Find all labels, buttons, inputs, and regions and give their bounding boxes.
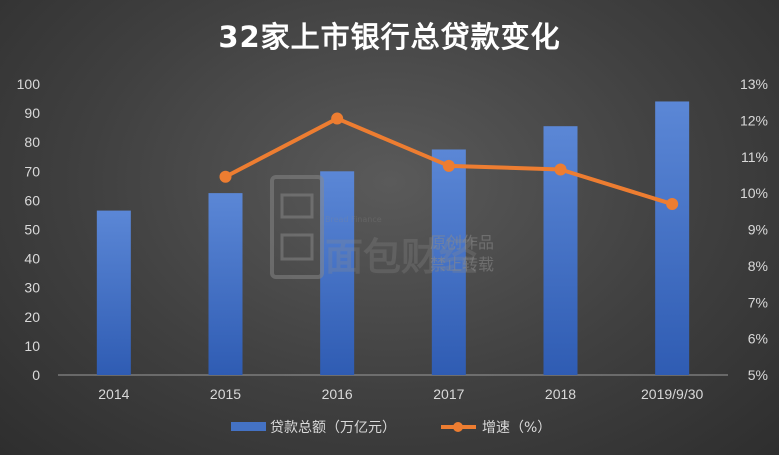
legend-line-label: 增速（%） xyxy=(482,420,551,436)
legend: 贷款总额（万亿元） 增速（%） xyxy=(231,420,551,436)
right-tick-label: 11% xyxy=(741,149,768,165)
watermark-text-1: 原创作品 xyxy=(430,233,494,252)
line-point xyxy=(442,159,455,172)
left-tick-label: 80 xyxy=(24,134,40,150)
left-tick-label: 10 xyxy=(24,338,40,354)
x-tick-label: 2016 xyxy=(322,386,353,402)
legend-bar-label: 贷款总额（万亿元） xyxy=(270,420,396,436)
growth-points xyxy=(219,112,679,211)
right-axis: 5% 6% 7% 8% 9% 10% 11% 12% 13% xyxy=(740,76,768,383)
bar xyxy=(208,193,243,375)
left-tick-label: 30 xyxy=(24,280,40,296)
line-point xyxy=(331,112,344,125)
right-tick-label: 5% xyxy=(748,367,768,383)
left-tick-label: 60 xyxy=(24,192,40,208)
left-tick-label: 70 xyxy=(24,163,40,179)
x-tick-label: 2015 xyxy=(210,386,241,402)
right-tick-label: 13% xyxy=(740,76,768,92)
left-tick-label: 0 xyxy=(32,367,40,383)
right-tick-label: 9% xyxy=(748,222,768,238)
bar xyxy=(655,101,690,376)
bar-series xyxy=(96,101,690,376)
right-tick-label: 6% xyxy=(748,331,768,347)
x-tick-label: 2018 xyxy=(545,386,576,402)
left-tick-label: 90 xyxy=(24,105,40,121)
right-tick-label: 8% xyxy=(748,258,768,274)
right-tick-label: 10% xyxy=(740,185,768,201)
bar xyxy=(431,149,466,375)
right-tick-label: 12% xyxy=(740,112,768,128)
line-point xyxy=(554,163,567,176)
legend-line-marker xyxy=(453,422,463,432)
line-point xyxy=(666,198,679,211)
left-tick-label: 20 xyxy=(24,309,40,325)
left-tick-label: 40 xyxy=(24,251,40,267)
left-axis: 0 10 20 30 40 50 60 70 80 90 100 xyxy=(17,76,41,383)
watermark-brand-en: Bread Finance xyxy=(325,215,382,224)
line-point xyxy=(219,170,232,183)
watermark-brand-cn: 面包财经 xyxy=(325,235,477,279)
x-tick-label: 2019/9/30 xyxy=(641,386,703,402)
x-axis: 2014 2015 2016 2017 2018 2019/9/30 xyxy=(98,386,703,402)
x-tick-label: 2014 xyxy=(98,386,129,402)
watermark-logo: Bread Finance 面包财经 xyxy=(270,175,477,279)
watermark-text-2: 禁止转载 xyxy=(430,255,494,274)
left-tick-label: 50 xyxy=(24,222,40,238)
bar xyxy=(96,210,131,375)
right-tick-label: 7% xyxy=(748,294,768,310)
left-tick-label: 100 xyxy=(17,76,41,92)
x-tick-label: 2017 xyxy=(433,386,464,402)
legend-bar-swatch xyxy=(231,422,266,431)
chart-title: 32家上市银行总贷款变化 xyxy=(218,20,561,54)
bar xyxy=(320,171,355,375)
